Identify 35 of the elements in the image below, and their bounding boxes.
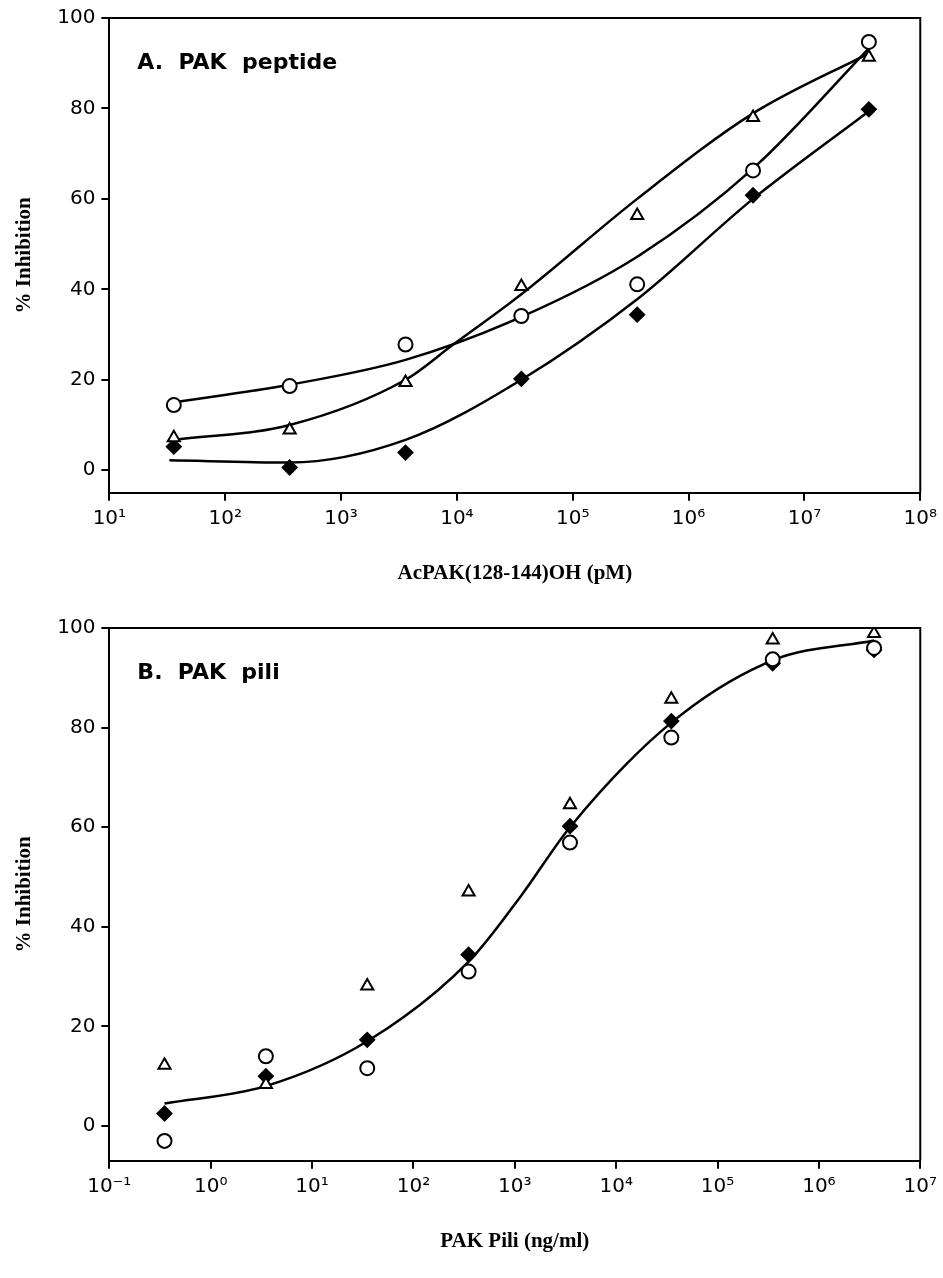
- x-tick-label: 10⁵: [700, 1173, 735, 1197]
- x-axis-title: PAK Pili (ng/ml): [440, 1227, 590, 1252]
- y-tick-label: 60: [69, 813, 96, 838]
- x-tick-label: 10¹: [295, 1173, 329, 1197]
- x-tick-label: 10²: [208, 505, 242, 529]
- x-tick-label: 10⁸: [903, 505, 937, 529]
- x-tick-label: 10⁶: [671, 505, 706, 529]
- y-tick-label: 100: [57, 614, 96, 639]
- y-tick-label: 80: [69, 713, 96, 738]
- y-tick-label: 40: [69, 275, 96, 300]
- text: B. PAK pili: [137, 658, 280, 684]
- y-axis-title: % Inhibition: [11, 836, 36, 953]
- y-tick-label: 20: [69, 1012, 96, 1037]
- x-tick-label: 10⁷: [787, 505, 822, 529]
- x-tick-label: 10⁴: [440, 505, 474, 529]
- x-axis-title: AcPAK(128-144)OH (pM): [397, 559, 633, 584]
- x-tick-label: 10⁰: [194, 1173, 228, 1197]
- x-tick-label: 10⁴: [599, 1173, 633, 1197]
- x-tick-label: 10⁻¹: [87, 1173, 132, 1197]
- y-tick-label: 80: [69, 94, 96, 119]
- x-tick-label: 10⁶: [802, 1173, 836, 1197]
- y-axis-title: % Inhibition: [11, 197, 36, 314]
- x-tick-label: 10¹: [92, 505, 127, 529]
- y-tick-label: 40: [69, 912, 96, 937]
- text: A. PAK peptide: [137, 48, 338, 74]
- y-tick-label: 100: [57, 4, 96, 29]
- x-tick-label: 10³: [324, 505, 358, 529]
- y-tick-label: 0: [82, 1112, 96, 1137]
- x-tick-label: 10²: [396, 1173, 431, 1197]
- x-tick-label: 10⁵: [556, 505, 590, 529]
- y-tick-label: 20: [69, 365, 96, 390]
- x-tick-label: 10³: [498, 1173, 532, 1197]
- x-tick-label: 10⁷: [903, 1173, 937, 1197]
- y-tick-label: 0: [82, 456, 96, 481]
- y-tick-label: 60: [69, 185, 96, 210]
